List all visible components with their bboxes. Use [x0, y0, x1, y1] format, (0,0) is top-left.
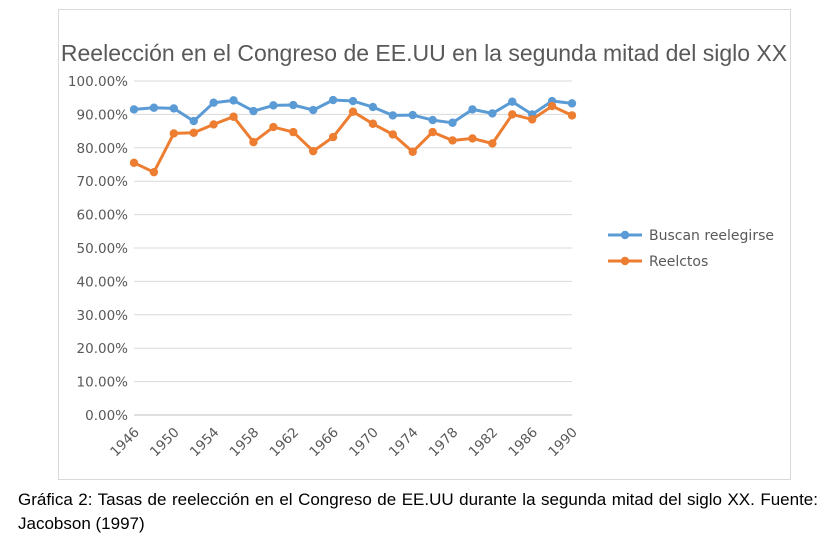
- y-tick-label: 0.00%: [85, 408, 128, 424]
- x-tick-label: 1990: [545, 425, 581, 461]
- y-tick-label: 80.00%: [77, 141, 129, 157]
- data-point-series-1: [189, 116, 198, 126]
- y-tick-label: 50.00%: [77, 241, 129, 257]
- chart-title: Reelección en el Congreso de EE.UU en la…: [61, 40, 787, 66]
- data-point-series-1: [508, 97, 517, 106]
- data-point-series-1: [428, 115, 437, 125]
- data-point-series-1: [328, 95, 338, 105]
- y-tick-label: 100.00%: [68, 74, 128, 90]
- data-point-series-1: [368, 102, 378, 112]
- data-point-series-1: [249, 106, 258, 116]
- x-tick-label: 1946: [107, 425, 143, 461]
- x-tick-label: 1986: [505, 425, 541, 461]
- x-tick-label: 1978: [426, 425, 462, 461]
- data-point-series-2: [388, 130, 398, 139]
- data-point-series-2: [567, 111, 577, 120]
- data-point-series-1: [269, 101, 278, 110]
- data-point-series-2: [547, 101, 557, 111]
- data-point-series-2: [249, 137, 258, 147]
- figure-caption: Gráfica 2: Tasas de reelección en el Con…: [18, 490, 818, 533]
- data-point-series-2: [149, 167, 159, 177]
- data-point-series-1: [209, 98, 218, 107]
- x-tick-label: 1966: [306, 425, 342, 461]
- y-tick-label: 30.00%: [77, 308, 129, 324]
- data-point-series-2: [129, 158, 139, 168]
- data-point-series-2: [428, 127, 437, 137]
- data-point-series-2: [448, 136, 457, 145]
- legend-swatch-marker: [620, 230, 630, 240]
- y-tick-label: 40.00%: [77, 274, 129, 290]
- data-point-series-2: [368, 119, 378, 128]
- data-point-series-2: [508, 110, 517, 119]
- data-point-series-2: [269, 122, 278, 132]
- legend-label: Reelctos: [649, 254, 708, 270]
- y-tick-label: 20.00%: [77, 341, 129, 357]
- data-point-series-2: [527, 115, 537, 124]
- data-point-series-1: [308, 105, 318, 115]
- legend-label: Buscan reelegirse: [649, 228, 774, 244]
- x-tick-label: 1958: [227, 425, 263, 461]
- data-point-series-1: [468, 105, 477, 114]
- data-point-series-2: [328, 132, 338, 142]
- x-tick-label: 1970: [346, 425, 382, 461]
- data-point-series-1: [488, 109, 497, 118]
- data-point-series-2: [308, 146, 318, 156]
- data-point-series-2: [289, 127, 298, 137]
- data-point-series-1: [567, 99, 577, 108]
- data-point-series-1: [229, 96, 238, 105]
- data-point-series-1: [129, 105, 139, 114]
- x-tick-label: 1962: [266, 425, 302, 461]
- data-point-series-2: [169, 129, 179, 138]
- data-point-series-1: [289, 100, 298, 110]
- x-tick-label: 1974: [386, 425, 422, 461]
- data-point-series-2: [408, 147, 417, 157]
- x-tick-label: 1982: [466, 425, 502, 461]
- data-point-series-1: [408, 110, 417, 120]
- data-point-series-1: [388, 111, 398, 120]
- y-tick-label: 10.00%: [77, 375, 129, 391]
- y-tick-label: 70.00%: [77, 174, 129, 190]
- x-tick-label: 1954: [187, 425, 223, 461]
- data-point-series-2: [348, 107, 358, 116]
- legend-swatch-marker: [620, 256, 630, 266]
- data-point-series-1: [149, 103, 159, 112]
- data-point-series-2: [468, 134, 477, 143]
- data-point-series-2: [209, 120, 218, 129]
- data-point-series-2: [189, 128, 198, 137]
- data-point-series-2: [229, 112, 238, 121]
- y-tick-label: 90.00%: [77, 107, 129, 123]
- y-tick-label: 60.00%: [77, 208, 129, 224]
- data-point-series-1: [448, 118, 457, 127]
- chart-area: [58, 9, 791, 480]
- data-point-series-1: [169, 104, 179, 113]
- data-point-series-1: [348, 96, 358, 106]
- data-point-series-2: [488, 139, 497, 148]
- x-tick-label: 1950: [147, 425, 183, 461]
